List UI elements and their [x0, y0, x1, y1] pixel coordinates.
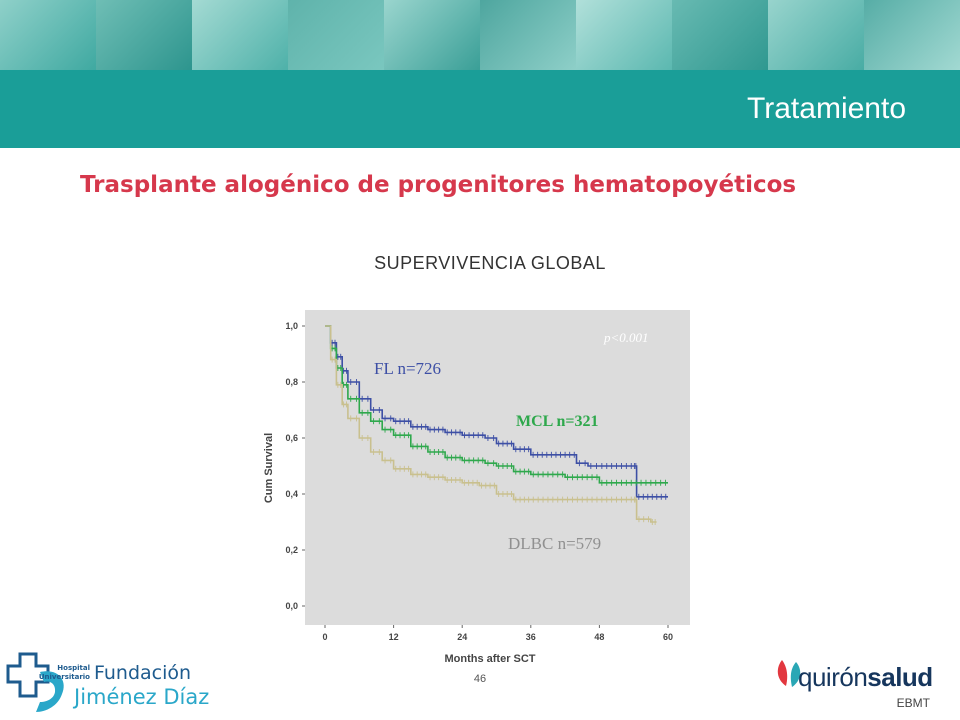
x-axis-label: Months after SCT [444, 653, 535, 665]
photo-tile [480, 0, 576, 70]
series-labels: FL n=726 MCL n=321 DLBC n=579 [374, 359, 601, 553]
y-tick-label: 0,6 [285, 433, 298, 443]
x-tick-label: 48 [594, 632, 604, 642]
y-tick-label: 0,4 [285, 489, 298, 499]
slide-title: Trasplante alogénico de progenitores hem… [80, 172, 797, 198]
x-tick-label: 12 [389, 632, 399, 642]
chart-heading: SUPERVIVENCIA GLOBAL [374, 253, 606, 273]
logo-hospital-text: Hospital [57, 664, 90, 672]
photo-tile [288, 0, 384, 70]
series-label-dlbc: DLBC n=579 [508, 534, 601, 553]
x-tick-label: 0 [322, 632, 327, 642]
series-line-1 [325, 325, 668, 484]
header-photo-strip [0, 0, 960, 70]
header-band [0, 70, 960, 148]
y-axis: 0,0 0,2 0,4 0,6 0,8 1,0 [285, 321, 305, 611]
series-label-fl: FL n=726 [374, 359, 441, 378]
quironsalud-leaf-icon [790, 662, 801, 687]
photo-tile [384, 0, 480, 70]
salud-text: salud [867, 662, 932, 692]
y-tick-label: 1,0 [285, 321, 298, 331]
x-tick-label: 60 [663, 632, 673, 642]
p-value-annotation: p<0.001 [603, 330, 649, 345]
photo-tile [864, 0, 960, 70]
y-tick-label: 0,0 [285, 601, 298, 611]
section-title: Tratamiento [747, 92, 906, 125]
source-label: EBMT [896, 696, 930, 710]
x-tick-label: 24 [457, 632, 467, 642]
x-tick-label: 36 [526, 632, 536, 642]
y-axis-label: Cum Survival [263, 433, 275, 503]
y-tick-label: 0,8 [285, 377, 298, 387]
photo-tile [576, 0, 672, 70]
y-tick-label: 0,2 [285, 545, 298, 555]
logo-jimenez-diaz-text: Jiménez Díaz [72, 685, 209, 709]
logo-universitario-text: Universitario [39, 673, 90, 681]
series-label-mcl: MCL n=321 [516, 413, 598, 430]
photo-tile [0, 0, 96, 70]
survival-chart: 0,0 0,2 0,4 0,6 0,8 1,0 0 12 24 36 48 60 FL n=726 … [263, 310, 690, 665]
x-axis: 0 12 24 36 48 60 [322, 625, 673, 642]
page-number: 46 [473, 673, 487, 685]
quironsalud-leaf-icon [777, 660, 788, 686]
fundacion-jimenez-diaz-logo: Hospital Universitario Fundación Jiménez… [6, 652, 209, 712]
series-group [325, 325, 668, 525]
logo-fundacion-text: Fundación [94, 662, 191, 684]
photo-tile [768, 0, 864, 70]
photo-tile [192, 0, 288, 70]
series-line-0 [325, 325, 668, 498]
quiron-text: quirón [798, 662, 867, 692]
photo-tile [672, 0, 768, 70]
quironsalud-logo: quirónsalud [777, 660, 933, 692]
cross-icon [6, 652, 50, 698]
quironsalud-text: quirónsalud [798, 662, 933, 692]
jd-monogram-icon [36, 671, 64, 712]
photo-tile [96, 0, 192, 70]
plot-area [305, 310, 690, 625]
